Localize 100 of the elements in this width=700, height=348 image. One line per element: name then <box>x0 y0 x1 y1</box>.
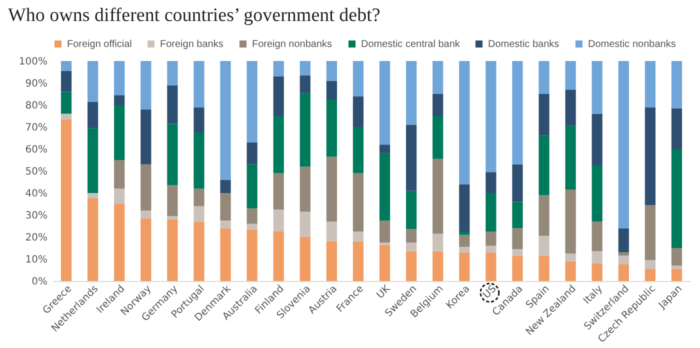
bar <box>592 166 602 222</box>
bar <box>459 61 470 184</box>
bar <box>512 249 523 256</box>
bar <box>194 206 204 222</box>
bar <box>220 228 231 281</box>
bar <box>671 108 682 149</box>
bar <box>167 61 178 86</box>
bar <box>459 184 470 232</box>
bar <box>352 173 364 232</box>
bar <box>114 61 125 96</box>
bar <box>432 94 444 116</box>
legend-label: Domestic banks <box>488 39 560 50</box>
bar <box>618 264 629 281</box>
y-tick-label: 30% <box>25 210 48 222</box>
bar <box>538 61 550 94</box>
bar <box>60 92 72 114</box>
bar <box>194 132 204 189</box>
bar <box>538 94 550 136</box>
bar <box>379 244 390 281</box>
bar <box>459 252 470 281</box>
bar <box>114 105 125 160</box>
bar <box>671 61 682 108</box>
bar <box>406 124 417 191</box>
bar <box>644 61 656 108</box>
bar <box>592 61 602 114</box>
bar <box>432 158 444 234</box>
bar <box>538 236 550 256</box>
legend-label: Domestic central bank <box>361 39 461 50</box>
bar <box>60 70 72 92</box>
bar <box>220 220 231 228</box>
bar <box>618 256 629 264</box>
bar <box>352 61 364 96</box>
bar <box>114 188 125 204</box>
bar <box>326 80 337 100</box>
bar <box>565 61 576 90</box>
bar <box>140 61 152 110</box>
legend-label: Foreign banks <box>160 39 224 50</box>
bar <box>246 229 258 281</box>
bar <box>140 210 152 218</box>
bar <box>326 61 337 81</box>
bar <box>220 193 231 220</box>
bar <box>459 232 470 235</box>
bar <box>246 61 258 142</box>
bar <box>246 208 258 224</box>
legend-label: Foreign nonbanks <box>252 39 332 50</box>
bar <box>167 185 178 216</box>
bar <box>459 246 470 252</box>
bar <box>486 193 496 232</box>
bar <box>167 124 178 186</box>
bar <box>538 195 550 236</box>
bar <box>406 242 417 252</box>
bar <box>60 114 72 120</box>
bar <box>512 61 523 164</box>
bar <box>618 228 629 252</box>
bar <box>220 61 231 180</box>
y-tick-label: 80% <box>25 100 48 112</box>
y-tick-label: 50% <box>25 166 48 178</box>
bar <box>352 96 364 127</box>
bar <box>671 266 682 269</box>
bar <box>618 61 629 228</box>
bar <box>644 205 656 260</box>
y-tick-label: 100% <box>18 56 48 68</box>
bar <box>88 198 98 281</box>
bar <box>565 190 576 254</box>
bar <box>592 251 602 264</box>
bar <box>486 172 496 193</box>
bar <box>644 260 656 269</box>
bar <box>194 107 204 132</box>
bar <box>326 241 337 281</box>
bar <box>140 164 152 211</box>
bar <box>300 166 310 212</box>
bar <box>565 261 576 281</box>
bar <box>592 263 602 281</box>
y-tick-label: 0% <box>32 276 48 288</box>
bar <box>512 228 523 250</box>
bar <box>88 102 98 128</box>
bar <box>326 100 337 157</box>
bar <box>512 202 523 228</box>
bar <box>88 128 98 193</box>
bar <box>644 107 656 206</box>
bar <box>273 116 284 174</box>
bar <box>300 212 310 237</box>
bar <box>273 61 284 76</box>
bar <box>379 144 390 154</box>
bar <box>300 75 310 93</box>
bar <box>194 61 204 108</box>
bar <box>486 61 496 172</box>
bar <box>618 252 629 256</box>
bar <box>300 237 310 281</box>
bar <box>406 251 417 281</box>
bar <box>246 142 258 164</box>
bar <box>406 229 417 242</box>
bar <box>273 210 284 232</box>
bar <box>671 268 682 281</box>
bar <box>486 246 496 252</box>
bar <box>60 61 72 71</box>
bar <box>432 116 444 159</box>
legend-label: Domestic nonbanks <box>588 39 676 50</box>
bar <box>273 173 284 210</box>
bar <box>592 114 602 166</box>
